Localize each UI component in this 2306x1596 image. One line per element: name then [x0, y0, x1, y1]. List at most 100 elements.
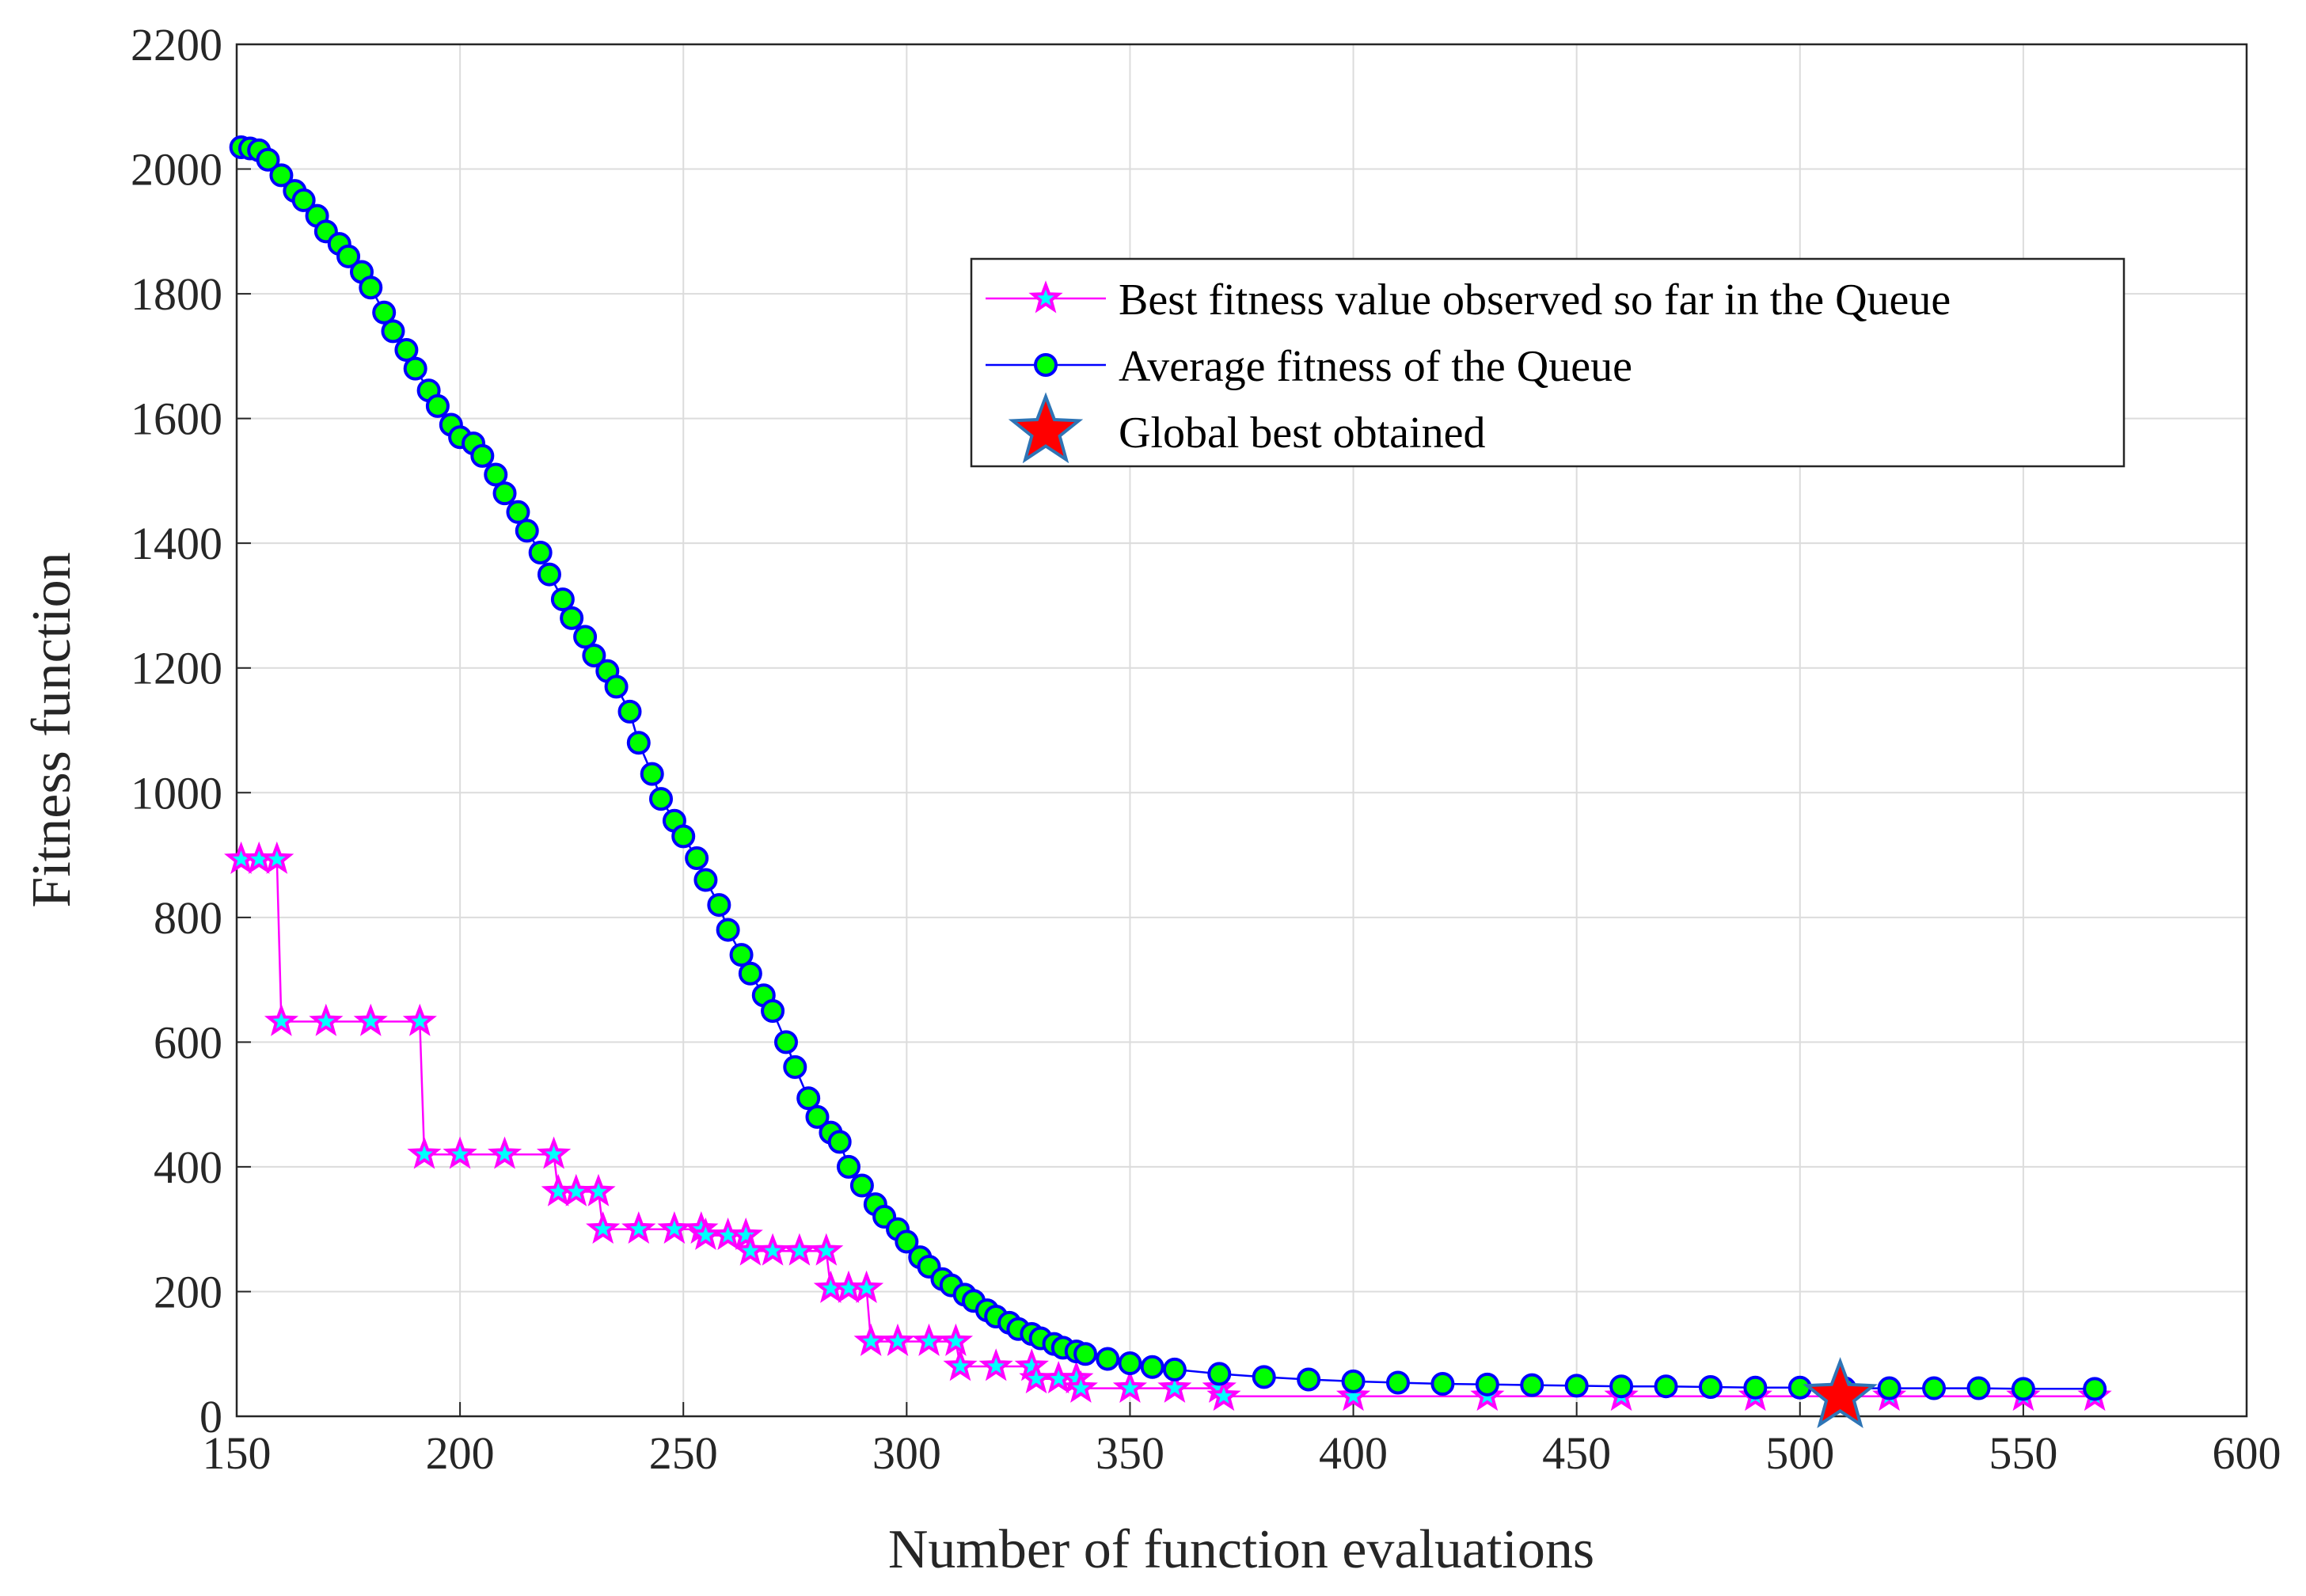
circle-marker	[484, 462, 508, 487]
circle-marker	[1207, 1362, 1232, 1386]
y-tick-label: 400	[154, 1142, 222, 1193]
star-marker	[581, 1173, 616, 1206]
circle-marker	[1162, 1357, 1187, 1381]
star-marker	[755, 1233, 790, 1266]
circle-marker	[560, 606, 584, 630]
star-marker	[657, 1211, 692, 1244]
circle-marker	[626, 731, 651, 755]
global-best-marker	[1803, 1357, 1878, 1429]
y-tick-label: 1400	[131, 518, 222, 569]
circle-marker	[617, 699, 642, 724]
x-tick-label: 250	[649, 1427, 718, 1479]
series-line	[241, 858, 2095, 1398]
star-marker	[1014, 1348, 1049, 1381]
circle-marker	[1118, 1351, 1142, 1376]
y-axis-label: Fitness function	[21, 552, 82, 907]
circle-marker	[1385, 1370, 1410, 1395]
x-tick-label: 500	[1765, 1427, 1834, 1479]
legend-label: Global best obtained	[1119, 408, 1485, 458]
x-tick-label: 550	[1989, 1427, 2057, 1479]
circle-marker	[394, 337, 419, 362]
circle-marker	[1520, 1373, 1544, 1397]
circle-marker	[1966, 1376, 1991, 1400]
circle-marker	[1743, 1375, 1768, 1400]
circle-marker	[604, 674, 629, 699]
series-0	[224, 841, 2112, 1412]
circle-marker	[1252, 1365, 1276, 1389]
x-tick-label: 450	[1542, 1427, 1611, 1479]
star-marker	[407, 1136, 442, 1169]
y-tick-label: 600	[154, 1016, 222, 1068]
legend-marker	[1034, 353, 1058, 377]
star-marker	[260, 841, 294, 874]
x-tick-label: 300	[872, 1427, 941, 1479]
y-tick-label: 0	[199, 1391, 222, 1442]
circle-marker	[582, 643, 606, 667]
circle-marker	[2083, 1377, 2107, 1401]
circle-marker	[773, 1030, 798, 1054]
y-tick-label: 2000	[131, 144, 222, 196]
star-marker	[782, 1233, 817, 1266]
star-marker	[1335, 1378, 1371, 1412]
circle-marker	[1654, 1374, 1678, 1399]
star-marker	[309, 1003, 344, 1036]
circle-marker	[796, 1086, 821, 1111]
x-tick-label: 600	[2213, 1427, 2281, 1479]
circle-marker	[403, 356, 427, 381]
star-marker	[264, 1003, 299, 1036]
legend-marker	[1008, 392, 1084, 464]
circle-marker	[269, 163, 294, 188]
star-marker	[943, 1348, 978, 1381]
circle-marker	[1140, 1355, 1164, 1379]
circle-marker	[372, 300, 397, 325]
circle-marker	[1341, 1369, 1366, 1393]
y-tick-label: 1200	[131, 643, 222, 694]
circle-marker	[827, 1130, 852, 1154]
series-2	[1803, 1357, 1878, 1429]
circle-marker	[528, 540, 553, 564]
star-marker	[809, 1233, 844, 1266]
star-marker	[488, 1136, 522, 1169]
circle-marker	[1297, 1367, 1321, 1392]
star-marker	[849, 1270, 884, 1303]
x-tick-label: 200	[426, 1427, 495, 1479]
circle-marker	[336, 244, 361, 268]
star-marker	[559, 1173, 594, 1206]
star-marker	[853, 1323, 888, 1356]
circle-marker	[685, 846, 709, 870]
y-tick-label: 1800	[131, 268, 222, 320]
x-tick-label: 150	[203, 1427, 272, 1479]
legend-marker	[1028, 280, 1063, 314]
legend-box	[970, 257, 2126, 468]
circle-marker	[1877, 1376, 1901, 1400]
star-marker	[1206, 1378, 1241, 1412]
star-marker	[978, 1348, 1013, 1381]
circle-marker	[1430, 1372, 1455, 1396]
star-marker	[728, 1217, 763, 1250]
star-marker	[938, 1323, 974, 1356]
circle-marker	[1073, 1342, 1098, 1366]
circle-marker	[470, 443, 495, 468]
y-tick-label: 200	[154, 1266, 222, 1317]
series-1	[229, 135, 2107, 1401]
circle-marker	[492, 481, 517, 506]
star-marker	[1112, 1370, 1148, 1403]
star-marker	[621, 1211, 656, 1244]
circle-marker	[256, 147, 280, 172]
circle-marker	[761, 998, 785, 1023]
circle-marker	[1096, 1347, 1120, 1371]
circle-marker	[291, 188, 316, 212]
circle-marker	[729, 943, 754, 967]
star-marker	[911, 1323, 947, 1356]
star-marker	[586, 1211, 621, 1244]
circle-marker	[573, 625, 598, 649]
circle-marker	[537, 562, 561, 587]
x-tick-label: 350	[1096, 1427, 1164, 1479]
circle-marker	[707, 893, 731, 918]
circle-marker	[693, 868, 718, 892]
circle-marker	[1564, 1374, 1589, 1398]
circle-marker	[1698, 1374, 1723, 1399]
star-marker	[1063, 1370, 1098, 1403]
